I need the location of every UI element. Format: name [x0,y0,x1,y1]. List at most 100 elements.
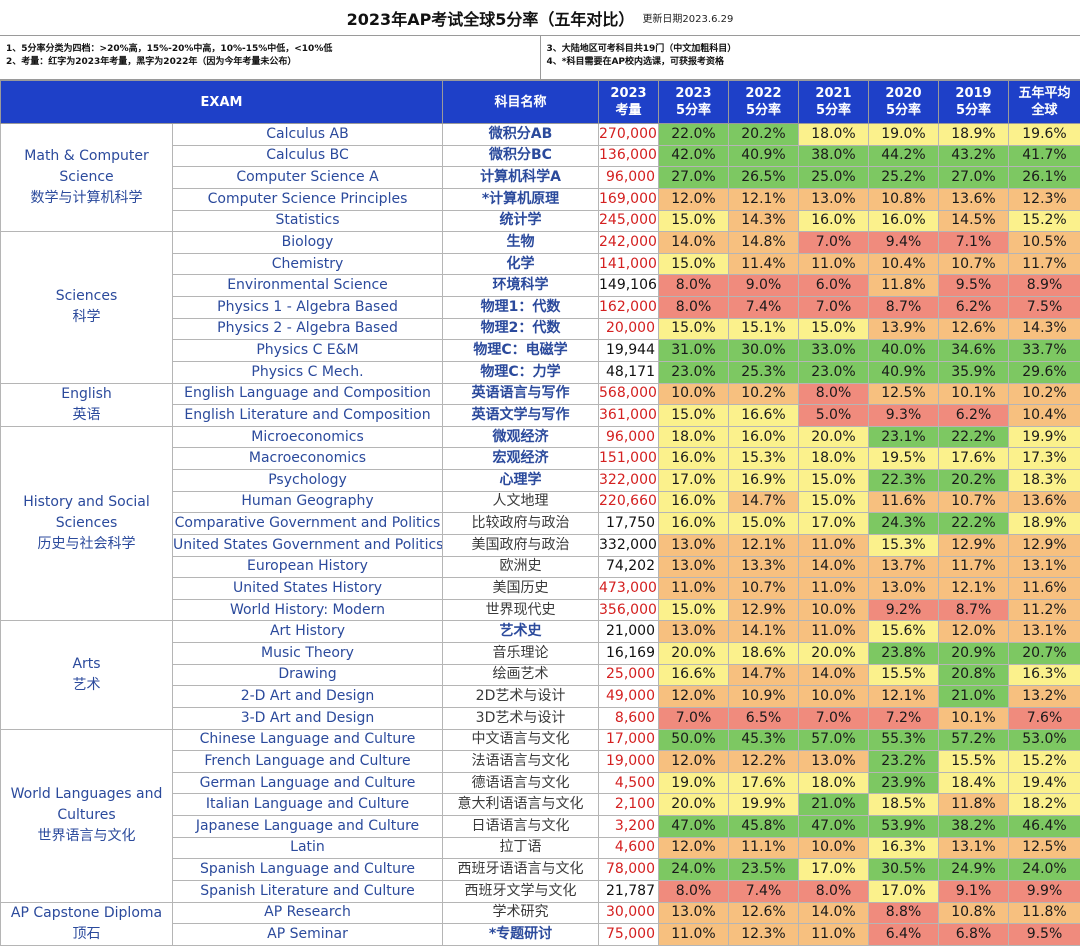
table-row: Spanish Language and Culture 西班牙语语言与文化 78,… [1,858,1080,881]
exam-name-cell: United States History [172,577,443,600]
header-rate-label: 5分率 [815,103,852,118]
volume-cell: 78,000 [598,858,659,881]
header-year: 2021 [815,86,852,101]
rate-cell-2019: 27.0% [938,166,1009,189]
rate-cell-2019: 10.7% [938,490,1009,514]
rate-cell-2019: 17.6% [938,447,1009,470]
exam-name-cell: AP Research [172,901,443,925]
header-subject-name: 科目名称 [442,80,599,124]
exam-name-cell: Calculus AB [172,123,443,146]
rate-cell-2022: 23.5% [728,858,799,881]
rate-cell-2020: 16.3% [868,836,939,860]
average-rate-cell: 15.2% [1008,209,1080,233]
volume-cell: 21,000 [598,620,659,643]
category-cell: World Languages and Cultures 世界语言与文化 [0,728,173,903]
subject-name-cn-cell: *专题研讨 [442,923,599,946]
subject-name-cn-cell: 人文地理 [442,490,599,514]
volume-cell: 322,000 [598,469,659,492]
rate-cell-2023: 12.0% [658,750,729,773]
volume-cell: 3,200 [598,815,659,838]
exam-name-cell: Computer Science A [172,166,443,189]
rate-cell-2020: 16.0% [868,209,939,233]
rate-cell-2023: 12.0% [658,685,729,708]
subject-name-cn-cell: 生物 [442,231,599,254]
exam-name-cell: Spanish Language and Culture [172,858,443,881]
rate-cell-2022: 16.6% [728,404,799,427]
rate-cell-2023: 42.0% [658,144,729,168]
subject-name-cn-cell: 学术研究 [442,901,599,925]
rate-cell-2020: 44.2% [868,144,939,168]
rate-cell-2023: 16.0% [658,490,729,514]
rate-cell-2020: 40.0% [868,339,939,362]
table-row: Arts 艺术 Art History 艺术史 21,000 13.0% 14.1% 11.0… [0,620,1080,730]
subject-name-cn-cell: 音乐理论 [442,642,599,665]
average-rate-cell: 33.7% [1008,339,1080,362]
exam-name-cell: Spanish Literature and Culture [172,879,443,903]
volume-cell: 16,169 [598,642,659,665]
header-year-2023: 2023 5分率 [658,80,729,124]
rate-cell-2023: 19.0% [658,771,729,795]
volume-cell: 74,202 [598,555,659,579]
rate-cell-2021: 23.0% [798,360,869,384]
rate-cell-2022: 11.1% [728,836,799,860]
rate-cell-2023: 12.0% [658,836,729,860]
average-rate-cell: 10.4% [1008,404,1080,427]
exam-name-cell: Computer Science Principles [172,187,443,211]
category-name-en: World Languages and Cultures [10,786,163,823]
rate-cell-2023: 17.0% [658,469,729,492]
average-rate-cell: 29.6% [1008,360,1080,384]
exam-name-cell: French Language and Culture [172,750,443,773]
rate-cell-2021: 13.0% [798,187,869,211]
average-rate-cell: 13.1% [1008,620,1080,643]
rate-cell-2021: 10.0% [798,836,869,860]
rate-cell-2023: 12.0% [658,187,729,211]
table-row: History and Social Sciences 历史与社会科学 Microe… [0,425,1080,622]
exam-name-cell: Drawing [172,663,443,687]
rate-cell-2023: 31.0% [658,339,729,362]
rate-cell-2021: 14.0% [798,555,869,579]
average-rate-cell: 12.5% [1008,836,1080,860]
rate-cell-2019: 18.4% [938,771,1009,795]
table-row: Music Theory 音乐理论 16,169 20.0% 18.6% 20.0% 23.… [1,642,1080,665]
table-row: English Literature and Composition 英语文学与写… [1,404,1080,427]
subject-name-cn-cell: 微积分AB [442,123,599,146]
note-3: 3、大陆地区可考科目共19门（中文加粗科目） [546,44,737,54]
average-rate-cell: 13.2% [1008,685,1080,708]
rate-cell-2023: 27.0% [658,166,729,189]
rate-cell-2022: 45.8% [728,815,799,838]
rate-cell-2022: 12.1% [728,187,799,211]
rate-cell-2020: 22.3% [868,469,939,492]
average-rate-cell: 46.4% [1008,815,1080,838]
rate-cell-2022: 45.3% [728,728,799,752]
rate-cell-2023: 15.0% [658,252,729,276]
category-name-cn: 数学与计算机科学 [30,190,143,207]
subject-name-cn-cell: 物理C：电磁学 [442,339,599,362]
subject-name-cn-cell: 德语语言与文化 [442,771,599,795]
table-row: Spanish Literature and Culture 西班牙文学与文化 21… [1,879,1080,903]
rate-cell-2020: 13.7% [868,555,939,579]
rate-cell-2020: 19.5% [868,447,939,470]
volume-cell: 96,000 [598,425,659,449]
exam-name-cell: Physics 1 - Algebra Based [172,296,443,319]
rate-cell-2023: 10.0% [658,382,729,406]
volume-cell: 245,000 [598,209,659,233]
rate-cell-2022: 10.7% [728,577,799,600]
rate-cell-2023: 14.0% [658,231,729,254]
header-rate-label: 5分率 [955,103,992,118]
rate-cell-2019: 10.1% [938,706,1009,730]
rate-cell-2022: 10.2% [728,382,799,406]
rate-cell-2023: 11.0% [658,577,729,600]
rate-cell-2022: 11.4% [728,252,799,276]
volume-cell: 361,000 [598,404,659,427]
exam-name-cell: Biology [172,231,443,254]
subject-name-cn-cell: 宏观经济 [442,447,599,470]
average-rate-cell: 11.7% [1008,252,1080,276]
rate-cell-2020: 12.1% [868,685,939,708]
subject-name-cn-cell: 物理C：力学 [442,360,599,384]
exam-name-cell: Italian Language and Culture [172,793,443,816]
rate-cell-2019: 14.5% [938,209,1009,233]
average-rate-cell: 13.6% [1008,490,1080,514]
volume-cell: 332,000 [598,533,659,557]
exam-name-cell: Chemistry [172,252,443,276]
header-year-2019: 2019 5分率 [938,80,1009,124]
